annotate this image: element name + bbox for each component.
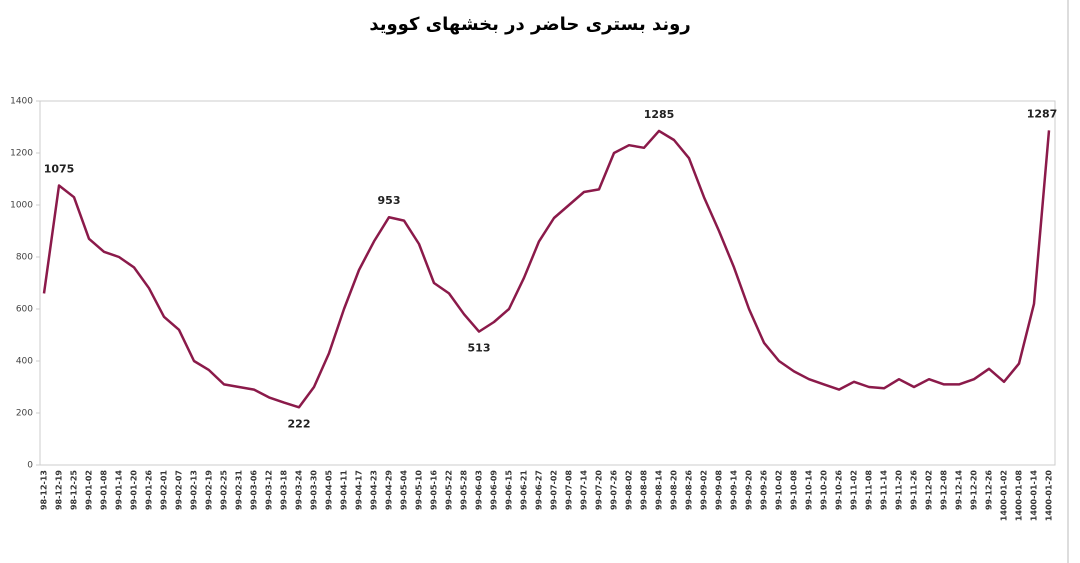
data-label: 953 — [378, 194, 401, 207]
x-tick-label: 99-09-26 — [760, 470, 769, 510]
x-tick-label: 99-02-31 — [235, 470, 244, 510]
x-tick-label: 99-11-20 — [895, 470, 904, 510]
x-tick-label: 99-06-15 — [505, 470, 514, 510]
y-tick-label: 400 — [16, 357, 33, 367]
x-tick-label: 99-02-25 — [220, 470, 229, 510]
x-tick-label: 99-03-06 — [250, 470, 259, 510]
data-label: 1075 — [44, 163, 75, 176]
x-tick-label: 98-12-25 — [70, 470, 79, 510]
x-tick-label: 99-07-08 — [565, 470, 574, 510]
x-tick-label: 99-01-14 — [115, 470, 124, 510]
x-tick-label: 99-04-29 — [385, 470, 394, 510]
x-tick-label: 99-10-26 — [835, 470, 844, 510]
x-tick-label: 99-04-05 — [325, 470, 334, 510]
x-tick-label: 99-02-01 — [160, 470, 169, 510]
chart-title: روند بستری حاضر در بخشهای کووید — [369, 14, 690, 35]
x-tick-label: 99-12-08 — [940, 470, 949, 510]
x-tick-label: 99-06-21 — [520, 470, 529, 510]
x-tick-label: 99-07-02 — [550, 470, 559, 510]
x-tick-label: 99-04-17 — [355, 470, 364, 510]
x-tick-label: 99-01-20 — [130, 470, 139, 510]
x-tick-label: 99-08-14 — [655, 470, 664, 510]
x-tick-label: 99-04-11 — [340, 470, 349, 510]
x-tick-label: 99-09-20 — [745, 470, 754, 510]
x-tick-label: 99-01-26 — [145, 470, 154, 510]
x-tick-label: 99-03-18 — [280, 470, 289, 510]
y-tick-label: 0 — [27, 461, 33, 471]
x-tick-label: 99-04-23 — [370, 470, 379, 510]
x-tick-label: 99-09-08 — [715, 470, 724, 510]
y-tick-label: 600 — [16, 305, 33, 315]
x-tick-label: 99-02-19 — [205, 470, 214, 510]
x-tick-label: 98-12-13 — [40, 470, 49, 510]
x-tick-label: 99-05-22 — [445, 470, 454, 510]
x-tick-label: 99-01-08 — [100, 470, 109, 510]
x-tick-label: 1400-01-02 — [1000, 470, 1009, 521]
x-tick-label: 99-06-03 — [475, 470, 484, 510]
data-label: 1287 — [1027, 107, 1058, 120]
x-tick-label: 99-10-08 — [790, 470, 799, 510]
x-tick-label: 99-11-08 — [865, 470, 874, 510]
x-tick-label: 99-05-16 — [430, 470, 439, 510]
series-line — [42, 129, 1051, 409]
x-tick-label: 1400-01-08 — [1015, 470, 1024, 522]
x-tick-label: 1400-01-20 — [1045, 470, 1054, 522]
x-tick-label: 99-07-20 — [595, 470, 604, 510]
x-tick-label: 1400-01-14 — [1030, 470, 1039, 522]
x-tick-label: 99-10-02 — [775, 470, 784, 510]
x-tick-label: 99-12-14 — [955, 470, 964, 510]
x-tick-label: 99-01-02 — [85, 470, 94, 510]
data-label: 1285 — [644, 108, 675, 121]
x-tick-label: 99-03-30 — [310, 470, 319, 510]
x-tick-label: 99-03-12 — [265, 470, 274, 510]
x-tick-label: 99-09-14 — [730, 470, 739, 510]
x-tick-label: 99-10-14 — [805, 470, 814, 510]
x-tick-label: 99-12-02 — [925, 470, 934, 510]
x-tick-label: 99-11-26 — [910, 470, 919, 510]
x-tick-label: 99-05-04 — [400, 470, 409, 510]
plot-frame — [39, 100, 1056, 466]
x-tick-label: 99-11-02 — [850, 470, 859, 510]
y-tick-label: 1000 — [10, 201, 33, 211]
x-tick-label: 99-02-13 — [190, 470, 199, 510]
data-label: 222 — [288, 417, 311, 430]
x-tick-label: 99-11-14 — [880, 470, 889, 510]
x-tick-label: 99-12-26 — [985, 470, 994, 510]
x-tick-label: 99-10-20 — [820, 470, 829, 510]
x-tick-label: 99-06-09 — [490, 470, 499, 510]
x-tick-label: 99-08-08 — [640, 470, 649, 510]
y-tick-label: 1200 — [10, 149, 33, 159]
x-tick-label: 99-08-20 — [670, 470, 679, 510]
x-tick-label: 99-05-10 — [415, 470, 424, 510]
y-tick-label: 1400 — [10, 97, 33, 107]
x-tick-label: 99-07-26 — [610, 470, 619, 510]
x-tick-label: 98-12-19 — [55, 470, 64, 510]
data-label: 513 — [468, 342, 491, 355]
x-tick-label: 99-08-02 — [625, 470, 634, 510]
x-tick-label: 99-05-28 — [460, 470, 469, 510]
x-tick-label: 99-02-07 — [175, 470, 184, 510]
x-tick-label: 99-07-14 — [580, 470, 589, 510]
x-tick-label: 99-12-20 — [970, 470, 979, 510]
x-tick-label: 99-08-26 — [685, 470, 694, 510]
x-tick-label: 99-09-02 — [700, 470, 709, 510]
x-tick-label: 99-03-24 — [295, 470, 304, 510]
y-tick-label: 800 — [16, 253, 33, 263]
y-tick-label: 200 — [16, 409, 33, 419]
x-tick-label: 99-06-27 — [535, 470, 544, 510]
